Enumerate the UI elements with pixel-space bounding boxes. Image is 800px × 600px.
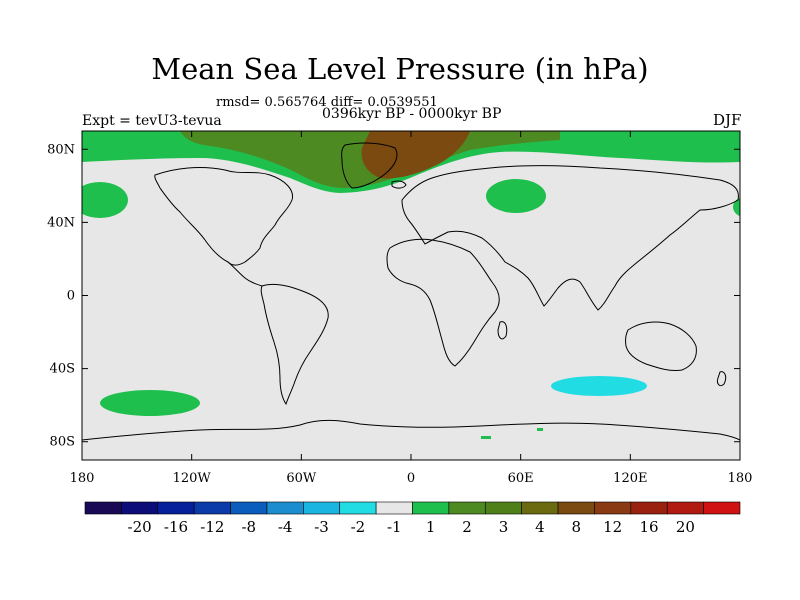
colorbar-label: 16 [639, 518, 658, 536]
lat-label: 40S [50, 362, 75, 377]
colorbar-swatch [412, 501, 450, 515]
colorbar-swatch [193, 501, 231, 515]
colorbar-label: 8 [571, 518, 581, 536]
period-line: 0396kyr BP - 0000kyr BP [322, 106, 502, 122]
lat-label: 80S [50, 435, 75, 450]
experiment-label: Expt = tevU3-tevua [82, 113, 222, 129]
colorbar-label: -2 [351, 518, 366, 536]
coast-madagascar [497, 321, 508, 340]
colorbar-swatch [121, 501, 159, 515]
colorbar-swatch [230, 501, 268, 515]
stats-line: rmsd= 0.565764 diff= 0.0539551 [216, 95, 438, 110]
colorbar-label: 12 [603, 518, 622, 536]
north-pacific-blob-east [733, 197, 740, 217]
coast-antarctica [82, 419, 740, 441]
colorbar-swatch [521, 501, 559, 515]
colorbar-swatch [594, 501, 632, 515]
colorbar-swatch [703, 501, 741, 515]
longitude-axis: 180 120W 60W 0 60E 120E 180 [70, 131, 753, 486]
colorbar-swatch [375, 501, 413, 515]
colorbar-label: -12 [200, 518, 224, 536]
lat-label: 0 [67, 289, 75, 304]
coast-eurasia [401, 165, 739, 311]
colorbar-label: -3 [314, 518, 329, 536]
colorbar-swatch [266, 501, 304, 515]
coast-africa [386, 238, 500, 367]
colorbar-label: 20 [676, 518, 695, 536]
colorbar-swatch [630, 501, 668, 515]
colorbar-label: -1 [387, 518, 402, 536]
siberia-blob [486, 179, 546, 213]
plot-title: Mean Sea Level Pressure (in hPa) [151, 52, 649, 86]
lon-label: 60E [508, 471, 534, 486]
pressure-anomaly-fields [82, 131, 740, 441]
season-label: DJF [713, 111, 742, 129]
colorbar-swatch [339, 501, 377, 515]
colorbar-label: -4 [278, 518, 293, 536]
colorbar-label: 3 [499, 518, 509, 536]
colorbar-label: -16 [164, 518, 188, 536]
colorbar-label: 1 [426, 518, 436, 536]
lon-label: 0 [407, 471, 415, 486]
coast-central-america [227, 261, 263, 287]
arctic-high-core [361, 131, 470, 179]
colorbar-swatch [484, 501, 522, 515]
colorbar-swatch [448, 501, 486, 515]
coast-greenland [341, 142, 398, 189]
lon-label: 180 [70, 471, 95, 486]
colorbar-swatch [157, 501, 195, 515]
colorbar-swatch [557, 501, 595, 515]
coast-new-zealand [717, 371, 727, 387]
colorbar-swatch [666, 501, 704, 515]
coast-australia [625, 321, 697, 371]
antarctic-speck [537, 428, 543, 431]
north-pacific-blob-west [82, 182, 128, 218]
colorbar [84, 501, 741, 515]
indian-ocean-negative-blob [551, 376, 647, 396]
colorbar-label: 4 [535, 518, 545, 536]
colorbar-label: -20 [128, 518, 152, 536]
coast-south-america [260, 283, 329, 406]
lon-label: 180 [728, 471, 753, 486]
antarctic-speck [481, 436, 491, 439]
latitude-axis: 80N 40N 0 40S 80S [47, 142, 740, 450]
colorbar-labels: -20 -16 -12 -8 -4 -3 -2 -1 1 2 3 4 8 12 16 20 [128, 518, 695, 536]
coast-north-america [154, 167, 294, 266]
lat-label: 40N [47, 215, 75, 230]
colorbar-label: 2 [462, 518, 472, 536]
coast-iceland [391, 180, 407, 189]
south-pacific-blob [100, 390, 200, 416]
colorbar-swatch [303, 501, 341, 515]
colorbar-label: -8 [241, 518, 256, 536]
colorbar-swatch [84, 501, 122, 515]
lat-label: 80N [47, 142, 75, 157]
lon-label: 60W [286, 471, 317, 486]
coastlines [82, 142, 740, 441]
lon-label: 120E [613, 471, 647, 486]
lon-label: 120W [173, 471, 212, 486]
